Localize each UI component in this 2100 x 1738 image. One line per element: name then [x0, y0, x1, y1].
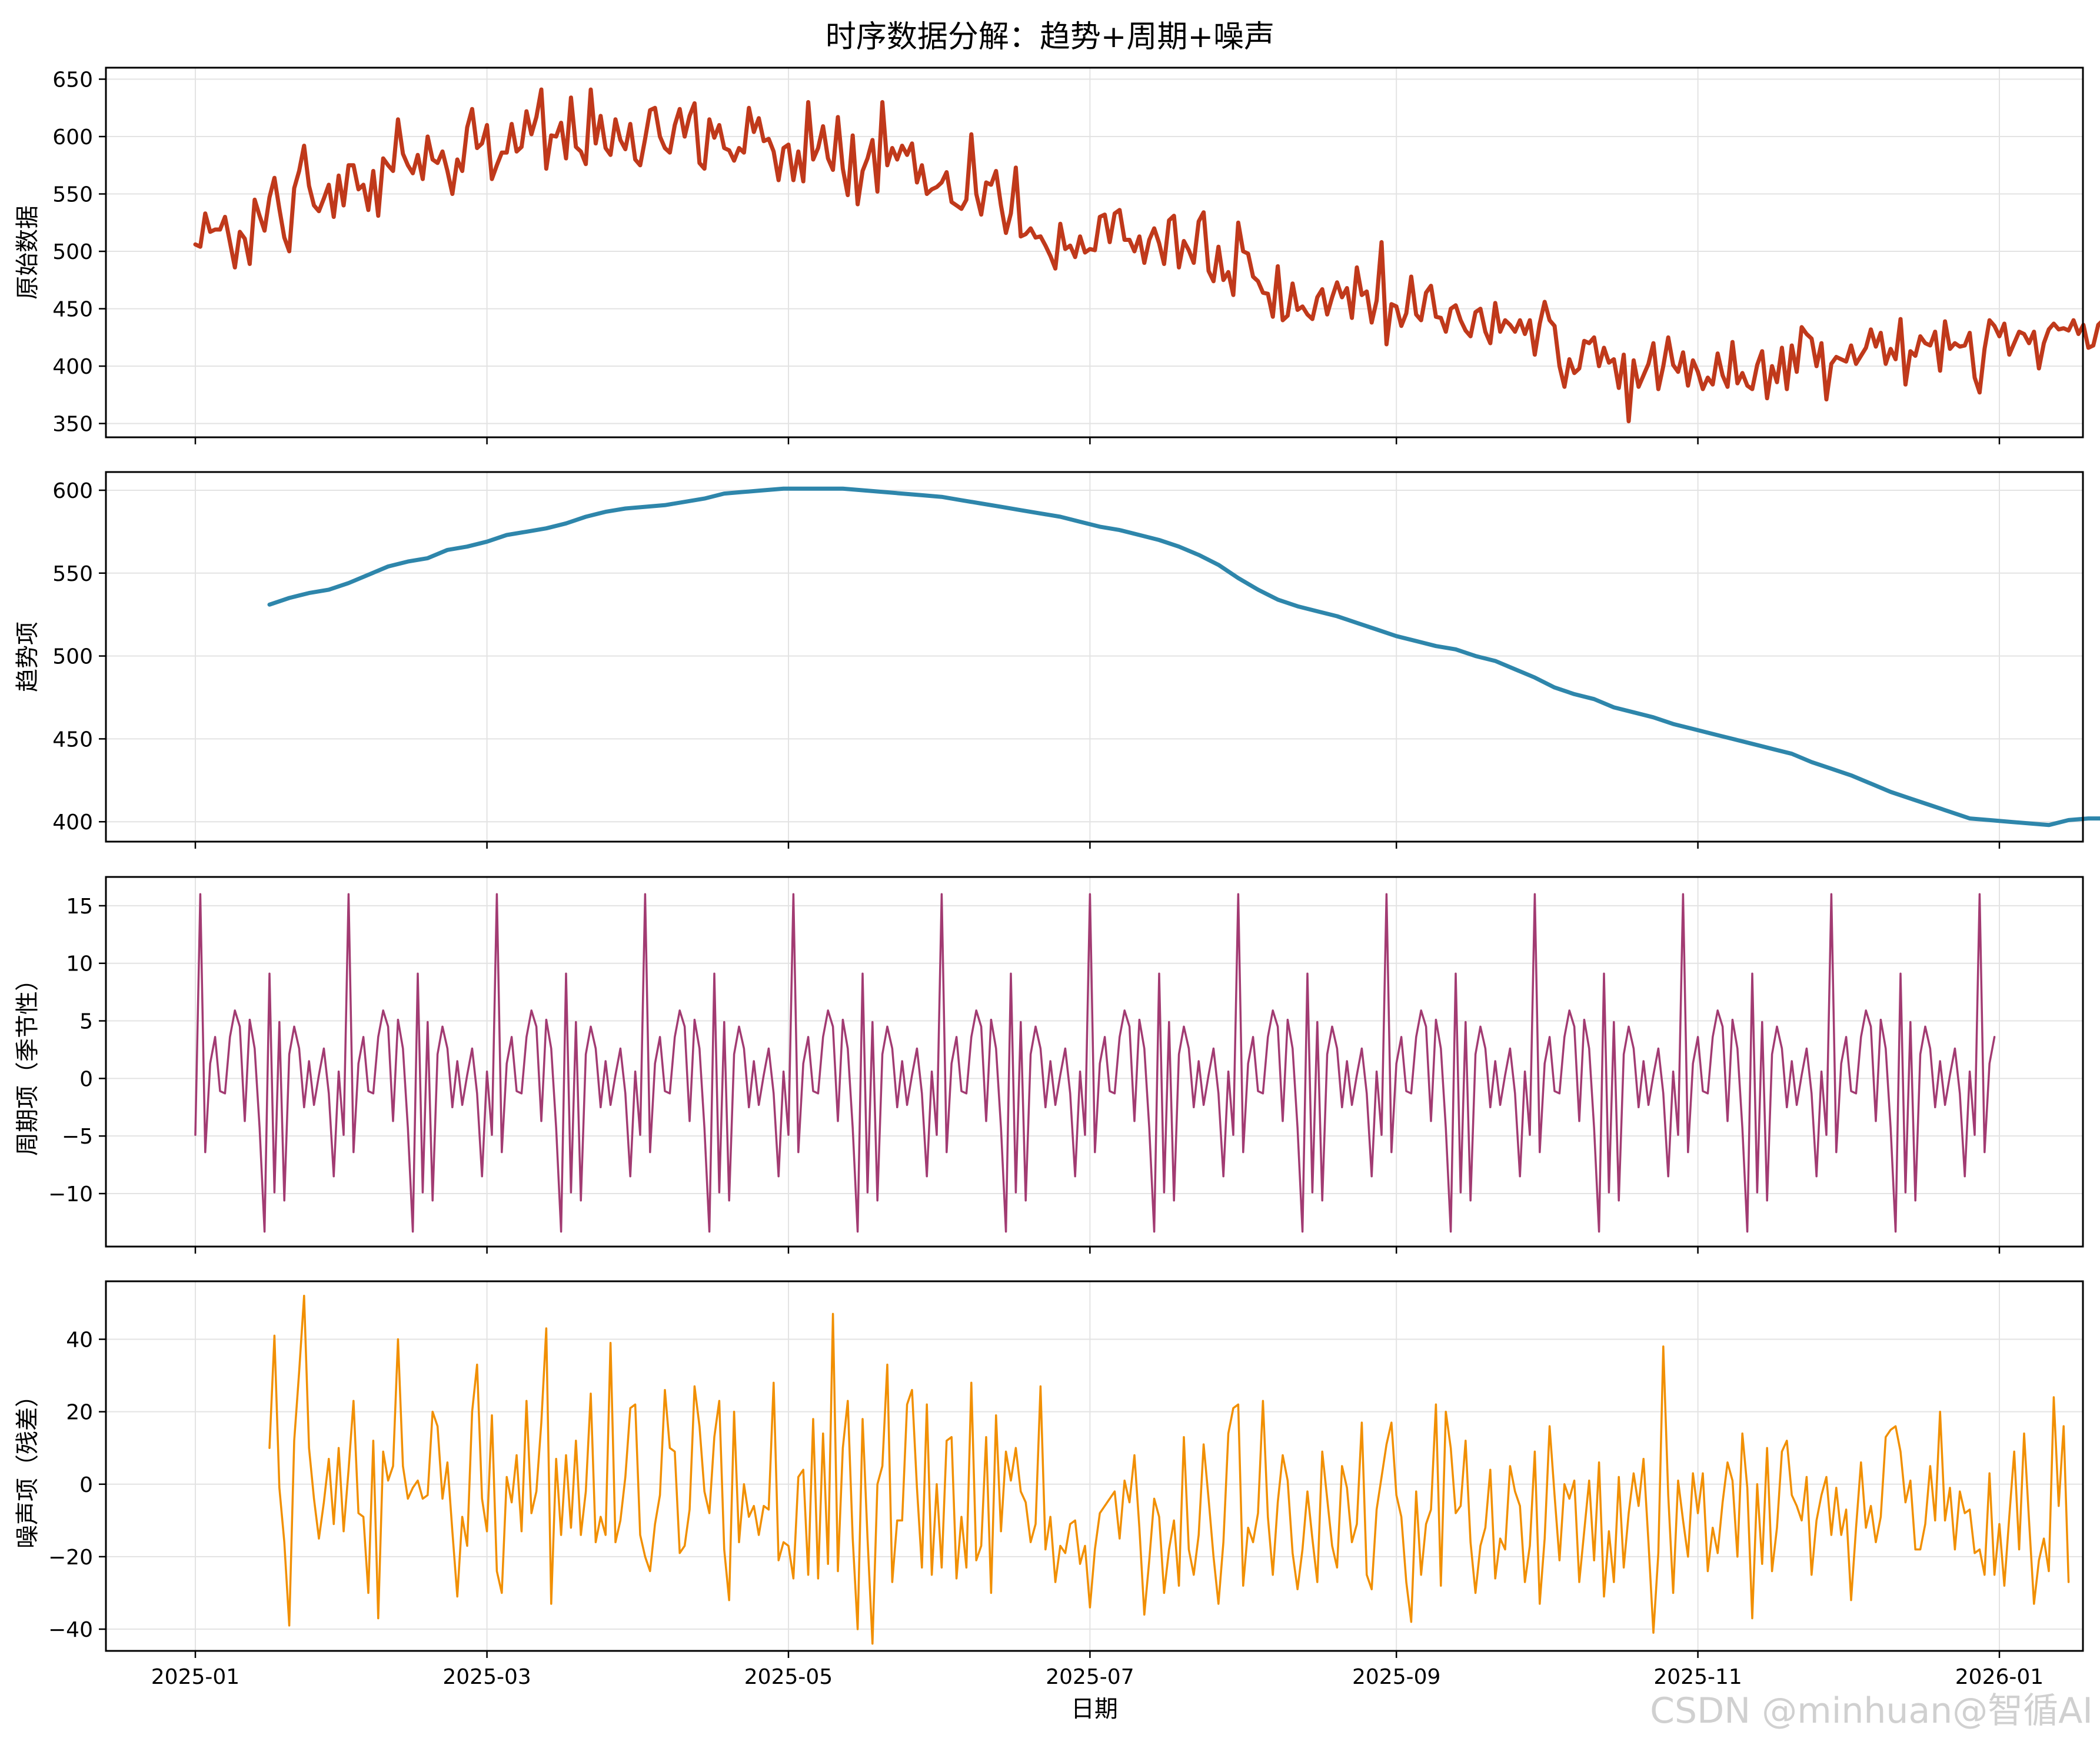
y-axis-label: 趋势项	[14, 622, 41, 692]
y-tick-label: 600	[52, 125, 93, 149]
y-tick-label: 400	[52, 810, 93, 835]
y-tick-label: 0	[79, 1067, 93, 1091]
y-tick-label: −10	[48, 1182, 93, 1207]
x-tick-label: 2025-09	[1352, 1665, 1440, 1689]
y-tick-label: 550	[52, 183, 93, 207]
x-axis-label: 日期	[1071, 1696, 1118, 1723]
series-line-trend	[267, 486, 2100, 828]
y-tick-label: −20	[48, 1546, 93, 1570]
y-tick-label: 450	[52, 298, 93, 322]
axes-frame	[105, 1280, 2084, 1652]
x-tick-label: 2025-05	[744, 1665, 833, 1689]
series-line-original	[193, 87, 2100, 424]
x-tick-label: 2025-11	[1653, 1665, 1742, 1689]
y-axis-label: 噪声项（残差）	[14, 1384, 41, 1548]
figure-title: 时序数据分解：趋势+周期+噪声	[825, 19, 1275, 55]
x-tick-label: 2025-01	[151, 1665, 239, 1689]
x-tick-label: 2026-01	[1955, 1665, 2044, 1689]
series-line-residual	[268, 1294, 2070, 1645]
y-tick-label: 350	[52, 413, 93, 437]
watermark: CSDN @minhuan@智循AI	[1650, 1690, 2093, 1732]
y-tick-label: 20	[66, 1401, 93, 1425]
y-tick-label: 0	[79, 1473, 93, 1497]
y-tick-label: 500	[52, 240, 93, 264]
y-tick-label: 450	[52, 727, 93, 752]
x-tick-label: 2025-07	[1046, 1665, 1134, 1689]
axes-frame	[105, 67, 2084, 438]
y-tick-label: 15	[66, 895, 93, 919]
y-axis-label: 周期项（季节性）	[14, 968, 41, 1156]
axes-frame	[105, 876, 2084, 1248]
y-tick-label: 550	[52, 562, 93, 586]
y-tick-label: −40	[48, 1618, 93, 1642]
y-tick-label: 500	[52, 645, 93, 669]
y-tick-label: 5	[79, 1010, 93, 1034]
y-tick-label: 10	[66, 952, 93, 976]
y-axis-label: 原始数据	[14, 205, 41, 300]
series-line-seasonal	[194, 893, 1996, 1233]
y-tick-label: −5	[62, 1125, 93, 1149]
y-tick-label: 40	[66, 1328, 93, 1352]
y-tick-label: 650	[52, 68, 93, 92]
axes-frame	[105, 471, 2084, 843]
y-tick-label: 600	[52, 479, 93, 503]
y-tick-label: 400	[52, 355, 93, 379]
x-tick-label: 2025-03	[442, 1665, 531, 1689]
